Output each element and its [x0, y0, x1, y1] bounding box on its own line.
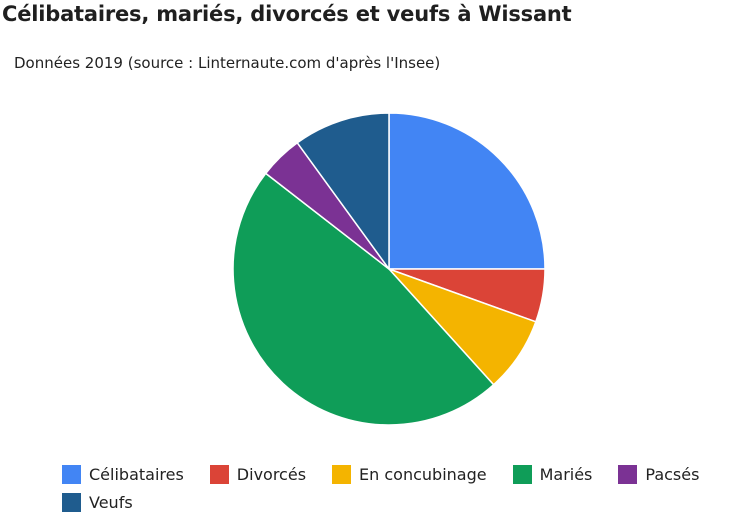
- legend-label: Célibataires: [89, 464, 184, 484]
- legend-swatch: [332, 464, 352, 484]
- legend: Célibataires Divorcés En concubinage Mariés…: [62, 463, 734, 513]
- legend-swatch: [512, 464, 532, 484]
- legend-label: Veufs: [89, 492, 133, 512]
- chart-title: Célibataires, mariés, divorcés et veufs …: [2, 2, 572, 26]
- legend-item-en-concubinage: En concubinage: [332, 463, 487, 485]
- legend-label: Divorcés: [236, 464, 307, 484]
- legend-item-maries: Mariés: [512, 463, 593, 485]
- legend-swatch: [618, 464, 638, 484]
- legend-swatch: [62, 464, 81, 484]
- legend-label: Pacsés: [645, 464, 700, 484]
- pie-slice-celibataires: [388, 112, 546, 270]
- chart-subtitle: Données 2019 (source : Linternaute.com d…: [14, 54, 441, 72]
- legend-label: Mariés: [539, 464, 593, 484]
- legend-item-pacses: Pacsés: [618, 463, 699, 485]
- pie-slice-maries: [232, 172, 495, 426]
- legend-label: En concubinage: [359, 464, 487, 484]
- pie-slice-veufs: [296, 112, 390, 270]
- pie-slices: [232, 112, 546, 426]
- legend-item-divorces: Divorcés: [209, 463, 307, 485]
- legend-item-veufs: Veufs: [62, 491, 133, 513]
- legend-swatch: [62, 492, 81, 512]
- legend-item-celibataires: Célibataires: [62, 463, 184, 485]
- legend-swatch: [209, 464, 229, 484]
